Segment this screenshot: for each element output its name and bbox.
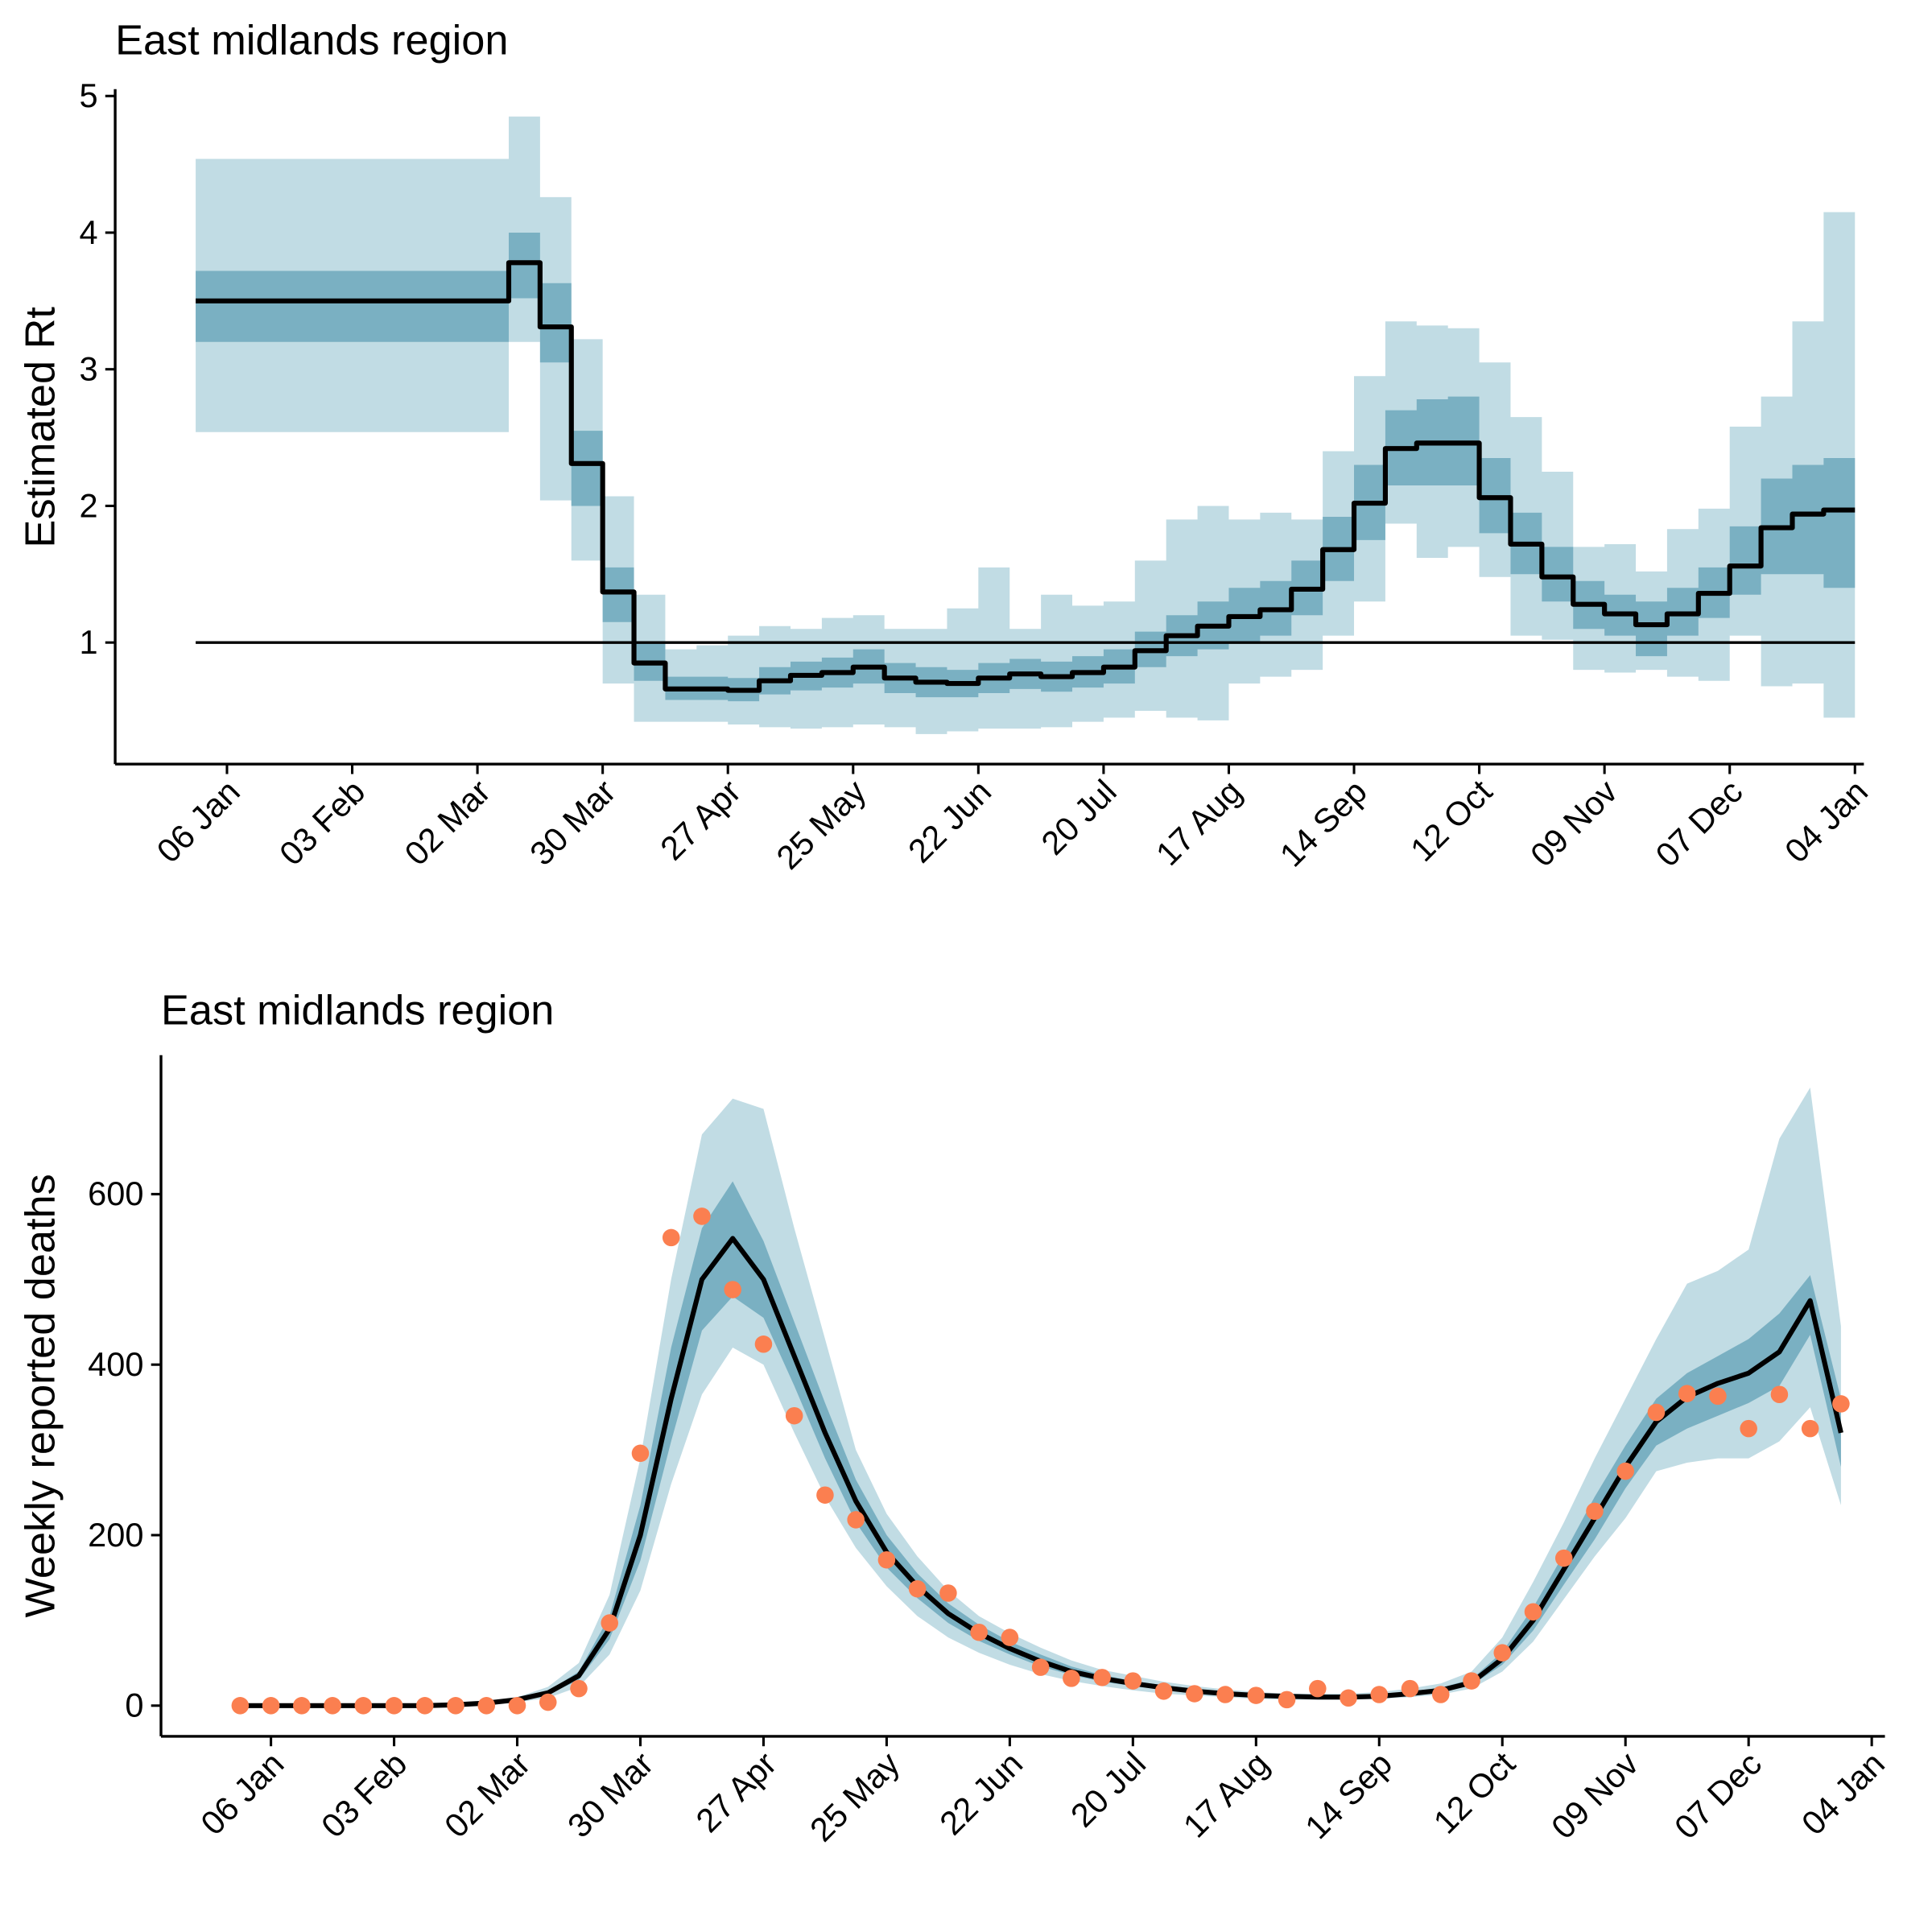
- x-tick-label: 22 Jun: [901, 772, 998, 869]
- x-tick-label: 22 Jun: [932, 1744, 1030, 1842]
- y-tick-label: 200: [88, 1516, 143, 1554]
- x-tick-label: 03 Feb: [272, 772, 373, 873]
- data-point: [1616, 1462, 1634, 1480]
- data-point: [1031, 1658, 1050, 1676]
- y-tick-label: 3: [79, 350, 97, 388]
- data-point: [447, 1697, 464, 1715]
- data-point: [1154, 1682, 1173, 1700]
- y-tick-label: 2: [79, 486, 97, 524]
- data-point: [1832, 1395, 1850, 1413]
- data-point: [1063, 1670, 1080, 1687]
- data-point: [1770, 1385, 1789, 1404]
- data-point: [1370, 1686, 1389, 1703]
- band: [196, 232, 1856, 702]
- x-tick-label: 17 Aug: [1175, 1744, 1276, 1845]
- x-tick-label: 30 Mar: [522, 772, 623, 873]
- data-point: [1001, 1629, 1019, 1646]
- data-point: [354, 1697, 373, 1715]
- x-tick-label: 14 Sep: [1298, 1744, 1399, 1846]
- data-point: [847, 1511, 865, 1529]
- x-tick-label: 17 Aug: [1149, 772, 1249, 873]
- data-point: [693, 1208, 711, 1225]
- data-point: [785, 1406, 803, 1425]
- y-axis-title: Weekly reported deaths: [18, 1174, 64, 1617]
- y-tick-label: 4: [79, 213, 97, 251]
- data-point: [1554, 1549, 1573, 1567]
- x-tick-label: 06 Jan: [149, 772, 246, 869]
- x-tick-label: 02 Mar: [437, 1744, 538, 1845]
- data-point: [631, 1444, 650, 1463]
- y-tick-label: 0: [125, 1686, 143, 1724]
- y-tick-label: 600: [88, 1174, 143, 1212]
- data-point: [939, 1584, 957, 1602]
- data-point: [1801, 1419, 1819, 1438]
- x-tick-label: 04 Jan: [1794, 1744, 1892, 1842]
- data-point: [601, 1614, 619, 1632]
- y-tick-label: 1: [79, 623, 97, 661]
- data-point: [1093, 1669, 1111, 1686]
- x-tick-label: 09 Nov: [1544, 1744, 1645, 1846]
- data-point: [816, 1486, 834, 1504]
- data-point: [293, 1697, 311, 1715]
- x-tick-label: 20 Jul: [1063, 1744, 1154, 1835]
- x-tick-label: 02 Mar: [397, 772, 497, 873]
- data-point: [662, 1228, 680, 1247]
- x-tick-label: 07 Dec: [1648, 772, 1749, 873]
- data-point: [970, 1623, 988, 1641]
- data-point: [754, 1335, 773, 1353]
- data-point: [1647, 1403, 1666, 1422]
- chart-title: East midlands region: [161, 987, 554, 1034]
- x-tick-label: 03 Feb: [314, 1744, 415, 1845]
- data-point: [1678, 1385, 1696, 1402]
- data-point: [1401, 1679, 1419, 1698]
- x-tick-label: 30 Mar: [560, 1744, 661, 1845]
- median-line: [196, 260, 1856, 693]
- data-point: [1586, 1502, 1604, 1521]
- data-point: [1216, 1686, 1234, 1703]
- y-tick-label: 5: [79, 76, 97, 114]
- y-axis-title: Estimated Rt: [18, 307, 64, 548]
- data-point: [416, 1697, 434, 1715]
- data-point: [1493, 1644, 1512, 1662]
- data-point: [1309, 1679, 1327, 1698]
- data-point: [1463, 1672, 1480, 1690]
- data-point: [1124, 1672, 1142, 1690]
- data-point: [908, 1579, 927, 1598]
- x-tick-label: 04 Jan: [1777, 772, 1875, 869]
- data-point: [1431, 1686, 1450, 1703]
- y-tick-label: 400: [88, 1345, 143, 1383]
- band: [240, 1088, 1841, 1706]
- data-point: [231, 1697, 250, 1715]
- x-tick-label: 25 May: [803, 1744, 907, 1849]
- x-tick-label: 25 May: [769, 772, 873, 877]
- data-point: [877, 1550, 896, 1569]
- data-point: [324, 1697, 341, 1715]
- x-tick-label: 06 Jan: [193, 1744, 291, 1842]
- data-point: [1524, 1603, 1542, 1621]
- data-point: [570, 1679, 588, 1698]
- x-tick-label: 07 Dec: [1667, 1744, 1769, 1846]
- data-point: [385, 1697, 403, 1715]
- data-point: [262, 1697, 280, 1715]
- data-point: [1278, 1690, 1296, 1709]
- x-tick-label: 14 Sep: [1273, 772, 1374, 873]
- x-tick-label: 12 Oct: [1426, 1744, 1522, 1841]
- band: [240, 1181, 1841, 1706]
- data-point: [1247, 1686, 1265, 1704]
- x-tick-label: 09 Nov: [1523, 772, 1624, 873]
- data-point: [1340, 1689, 1357, 1707]
- data-point: [724, 1281, 741, 1298]
- chart-title: East midlands region: [115, 18, 508, 64]
- data-point: [508, 1697, 526, 1715]
- data-point: [1709, 1387, 1727, 1406]
- x-tick-label: 27 Apr: [688, 1744, 783, 1839]
- x-tick-label: 20 Jul: [1034, 772, 1124, 862]
- x-tick-label: 12 Oct: [1403, 772, 1500, 869]
- data-point: [1740, 1419, 1757, 1438]
- data-point: [539, 1693, 557, 1711]
- data-point: [1186, 1685, 1203, 1703]
- x-tick-label: 27 Apr: [653, 772, 748, 867]
- data-point: [477, 1697, 496, 1715]
